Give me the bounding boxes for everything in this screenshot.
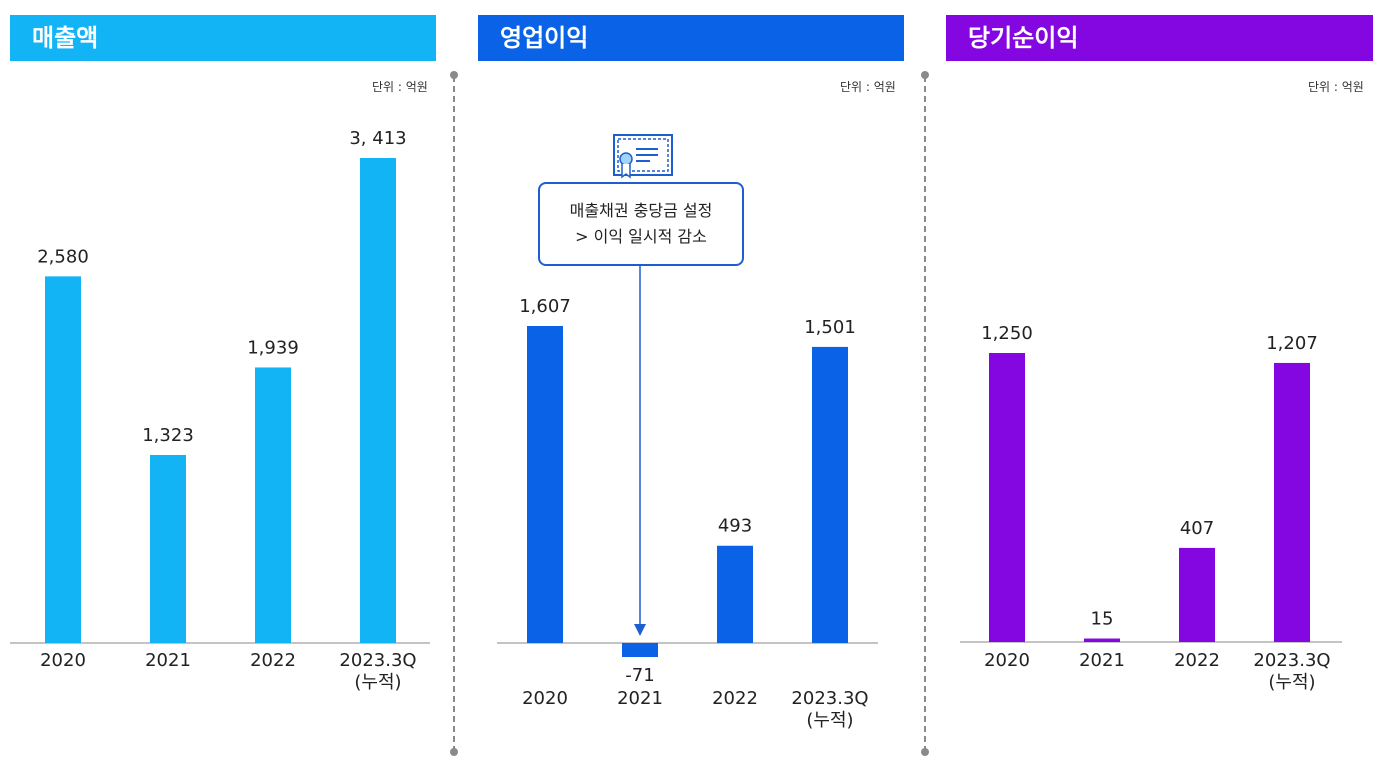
chart-3-category-label: 2022 (1174, 650, 1220, 671)
chart-3-bar (1274, 362, 1310, 642)
chart-2-category-label: 2023.3Q (791, 688, 868, 709)
chart-1-value-label: 1,939 (247, 337, 299, 358)
chart-1-value-label: 1,323 (142, 425, 194, 446)
chart-1-value-label: 3, 413 (349, 128, 406, 149)
chart-2-category-label: 2022 (712, 688, 758, 709)
chart-3-bar (1084, 638, 1120, 642)
chart-3-value-label: 1,250 (981, 323, 1033, 344)
chart-3-bar (989, 353, 1025, 642)
chart-3-category-label: (누적) (1268, 672, 1315, 693)
chart-3-value-label: 1,207 (1266, 333, 1318, 354)
callout-box: 매출채권 충당금 설정 > 이익 일시적 감소 (538, 182, 744, 266)
divider-1-bottom-dot (450, 748, 458, 756)
chart-3-category-label: 2020 (984, 650, 1030, 671)
chart-2-value-label: 493 (718, 516, 752, 537)
chart-1-bar (360, 158, 396, 643)
chart-2-bar (527, 326, 563, 643)
chart-1-category-label: 2022 (250, 650, 296, 671)
divider-2 (924, 76, 926, 752)
divider-1-top-dot (450, 71, 458, 79)
chart-2-bar (717, 545, 753, 643)
chart-2-value-label: 1,607 (519, 296, 571, 317)
chart-1-bar (150, 454, 186, 643)
chart-2-bar (622, 643, 658, 658)
chart-3-value-label: 407 (1180, 518, 1214, 539)
callout-line-2: > 이익 일시적 감소 (575, 227, 707, 246)
chart-1-category-label: 2020 (40, 650, 86, 671)
panel-1-unit: 단위 : 억원 (372, 80, 428, 94)
callout-line-1: 매출채권 충당금 설정 (569, 201, 713, 220)
chart-1-value-label: 2,580 (37, 246, 89, 267)
chart-3-bar (1179, 547, 1215, 642)
chart-1-bar (45, 276, 81, 643)
chart-2-category-label: (누적) (806, 710, 853, 731)
divider-2-bottom-dot (921, 748, 929, 756)
chart-2-category-label: 2020 (522, 688, 568, 709)
chart-2-value-label: 1,501 (804, 317, 856, 338)
panel-2-unit: 단위 : 억원 (840, 80, 896, 94)
panel-2-title: 영업이익 (478, 15, 904, 61)
panel-3-title: 당기순이익 (946, 15, 1373, 61)
chart-1-category-label: 2023.3Q (339, 650, 416, 671)
chart-2-category-label: 2021 (617, 688, 663, 709)
chart-3-value-label: 15 (1091, 609, 1114, 630)
chart-2-value-label: -71 (625, 665, 654, 686)
panel-3-unit: 단위 : 억원 (1308, 80, 1364, 94)
chart-1-category-label: 2021 (145, 650, 191, 671)
divider-2-top-dot (921, 71, 929, 79)
chart-3-category-label: 2021 (1079, 650, 1125, 671)
chart-1-category-label: (누적) (354, 672, 401, 693)
callout-arrow-head (634, 624, 646, 636)
panel-1-title: 매출액 (10, 15, 436, 61)
chart-3-category-label: 2023.3Q (1253, 650, 1330, 671)
divider-1 (453, 76, 455, 752)
chart-2-bar (812, 346, 848, 643)
chart-1-bar (255, 367, 291, 643)
